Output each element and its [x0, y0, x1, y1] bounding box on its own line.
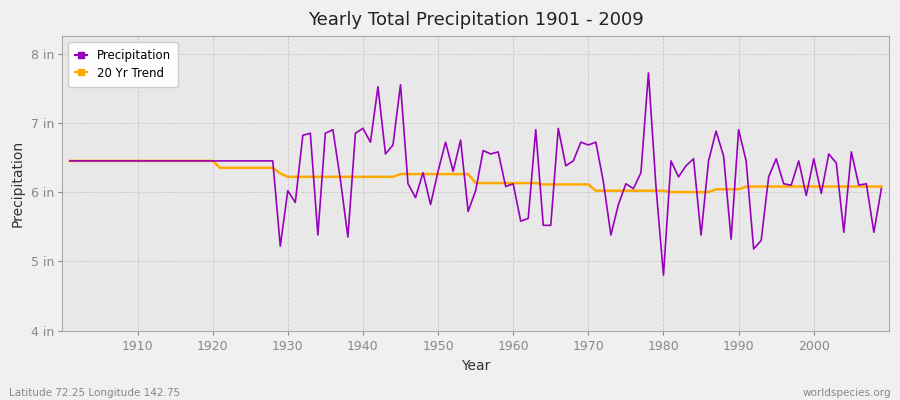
X-axis label: Year: Year	[461, 359, 491, 373]
Text: Latitude 72.25 Longitude 142.75: Latitude 72.25 Longitude 142.75	[9, 388, 180, 398]
Title: Yearly Total Precipitation 1901 - 2009: Yearly Total Precipitation 1901 - 2009	[308, 11, 644, 29]
Text: worldspecies.org: worldspecies.org	[803, 388, 891, 398]
Y-axis label: Precipitation: Precipitation	[11, 140, 25, 227]
Legend: Precipitation, 20 Yr Trend: Precipitation, 20 Yr Trend	[68, 42, 178, 87]
